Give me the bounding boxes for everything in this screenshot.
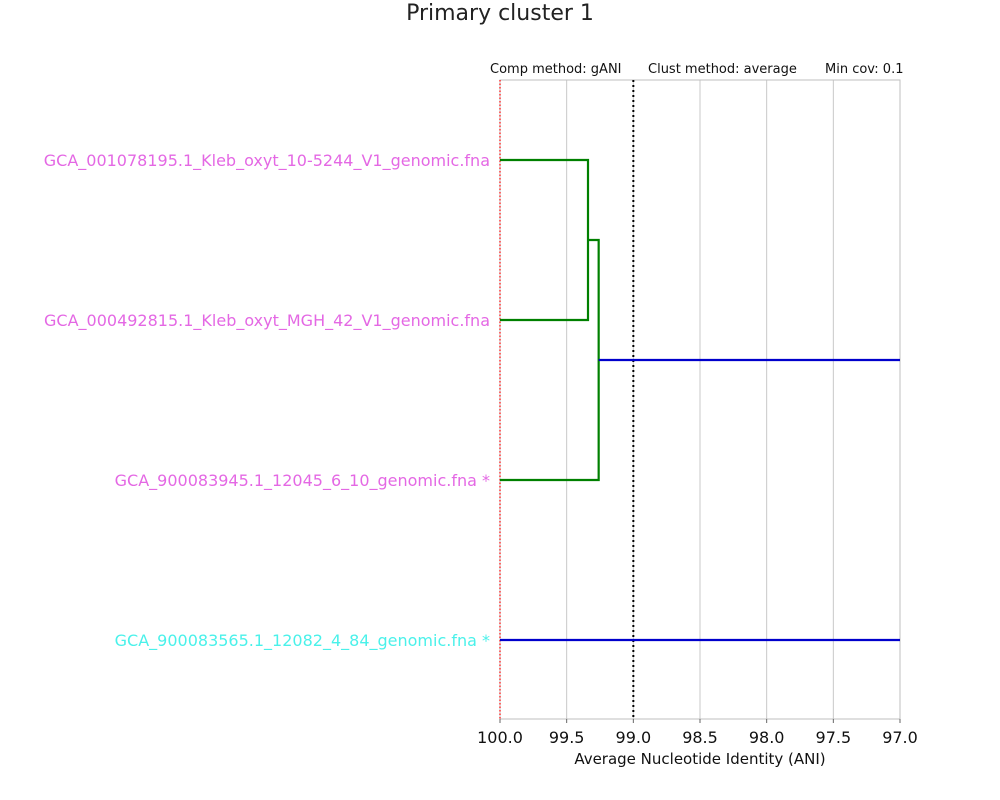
x-axis-ticks: 100.0 99.5 99.0 98.5 98.0 97.5 97.0 bbox=[477, 719, 918, 747]
reference-lines bbox=[499, 80, 635, 719]
x-tick-label: 98.5 bbox=[682, 728, 718, 747]
x-tick-label: 97.0 bbox=[882, 728, 918, 747]
dendrogram-tree bbox=[500, 158, 900, 642]
leaf-labels: GCA_001078195.1_Kleb_oxyt_10-5244_V1_gen… bbox=[44, 151, 490, 651]
x-axis-label: Average Nucleotide Identity (ANI) bbox=[574, 750, 825, 768]
x-tick-label: 99.5 bbox=[549, 728, 585, 747]
merge-branch bbox=[500, 158, 590, 322]
chart-title: Primary cluster 1 bbox=[406, 1, 594, 26]
grid-lines bbox=[499, 80, 901, 719]
min-cov-label: Min cov: 0.1 bbox=[825, 62, 903, 77]
x-tick-label: 99.0 bbox=[616, 728, 652, 747]
x-tick-label: 100.0 bbox=[477, 728, 523, 747]
merge-branch bbox=[500, 238, 600, 482]
clust-method-label: Clust method: average bbox=[648, 62, 797, 77]
leaf-label: GCA_900083565.1_12082_4_84_genomic.fna * bbox=[115, 631, 490, 651]
x-tick-label: 98.0 bbox=[749, 728, 785, 747]
comp-method-label: Comp method: gANI bbox=[490, 62, 622, 77]
leaf-label: GCA_000492815.1_Kleb_oxyt_MGH_42_V1_geno… bbox=[44, 311, 490, 331]
x-tick-label: 97.5 bbox=[816, 728, 852, 747]
leaf-label: GCA_900083945.1_12045_6_10_genomic.fna * bbox=[115, 471, 490, 491]
leaf-label: GCA_001078195.1_Kleb_oxyt_10-5244_V1_gen… bbox=[44, 151, 490, 171]
